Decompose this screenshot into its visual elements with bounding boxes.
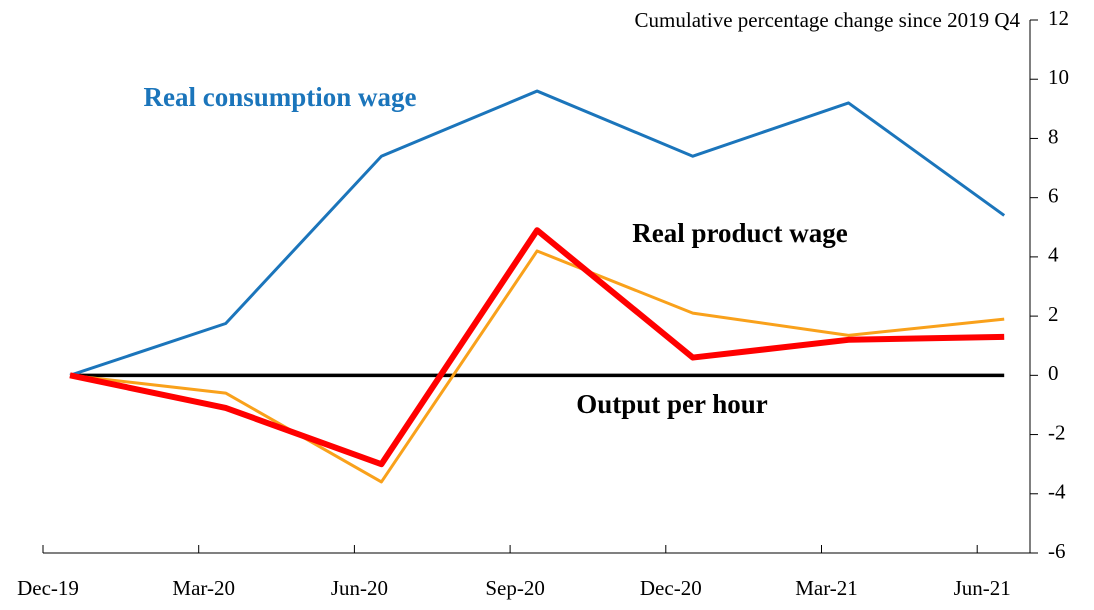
series-label-box: Real consumption wage bbox=[143, 82, 417, 112]
series-label: Real product wage bbox=[632, 218, 848, 248]
y-tick-label: 8 bbox=[1048, 124, 1059, 148]
series-label: Output per hour bbox=[576, 389, 768, 419]
x-tick-label: Mar-21 bbox=[795, 576, 858, 600]
y-tick-label: -2 bbox=[1048, 420, 1066, 444]
y-tick-label: 2 bbox=[1048, 302, 1059, 326]
series-label: Real consumption wage bbox=[143, 82, 417, 112]
x-tick-label: Dec-20 bbox=[640, 576, 702, 600]
x-tick-label: Mar-20 bbox=[172, 576, 235, 600]
x-tick-label: Sep-20 bbox=[485, 576, 545, 600]
series-line bbox=[69, 227, 1005, 468]
y-axis-title: Cumulative percentage change since 2019 … bbox=[635, 8, 1021, 32]
y-tick-label: 4 bbox=[1048, 243, 1059, 267]
x-tick-label: Dec-19 bbox=[17, 576, 79, 600]
y-tick-label: 0 bbox=[1048, 361, 1059, 385]
y-tick-label: -6 bbox=[1048, 539, 1066, 563]
x-tick-label: Jun-21 bbox=[954, 576, 1011, 600]
y-tick-label: -4 bbox=[1048, 480, 1066, 504]
series-line bbox=[69, 89, 1006, 377]
y-tick-label: 12 bbox=[1048, 6, 1069, 30]
series-line bbox=[69, 249, 1005, 484]
x-tick-label: Jun-20 bbox=[331, 576, 388, 600]
y-tick-label: 6 bbox=[1048, 183, 1059, 207]
y-tick-label: 10 bbox=[1048, 65, 1069, 89]
